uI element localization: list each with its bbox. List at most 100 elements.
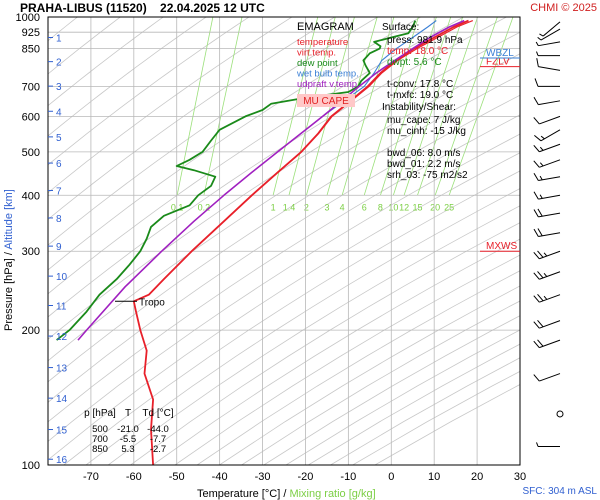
mixing-ratio-tick-label: 0.1 xyxy=(171,202,184,212)
pressure-tick-label: 600 xyxy=(22,111,40,123)
plot-area xyxy=(48,17,520,465)
barb-full xyxy=(534,134,542,142)
stats-cell: -7.7 xyxy=(150,434,166,445)
instability-line: bwd_06: 8.0 m/s xyxy=(387,148,460,159)
mxws-label: MXWS xyxy=(486,241,517,252)
dry-adiabat xyxy=(330,357,520,465)
altitude-tick-label: 9 xyxy=(56,242,62,253)
altitude-tick-label: 2 xyxy=(56,58,62,69)
barb-full xyxy=(537,319,544,328)
mixing-ratio-line xyxy=(380,17,437,196)
barb-staff xyxy=(539,250,561,260)
legend-item: temperature xyxy=(297,37,348,48)
barb-full xyxy=(534,78,539,87)
wind-barb xyxy=(535,41,561,47)
barb-half xyxy=(539,33,544,37)
wind-barb xyxy=(533,271,561,280)
barb-full xyxy=(537,228,543,237)
dry-adiabat xyxy=(48,17,250,166)
barb-full xyxy=(537,250,544,258)
mixing-ratio-line xyxy=(403,17,464,196)
barb-half xyxy=(543,252,548,257)
wbzl-label: WBZL xyxy=(486,48,514,59)
mixing-ratio-line xyxy=(417,17,478,196)
barb-half xyxy=(536,51,539,56)
barb-staff xyxy=(542,21,561,37)
wind-barb xyxy=(534,78,560,87)
series-area xyxy=(56,19,474,465)
temperature-tick-label: 30 xyxy=(514,471,526,483)
stats-cell: -21.0 xyxy=(117,424,139,435)
temperature-tick-label: -50 xyxy=(169,471,185,483)
wind-barb xyxy=(533,97,561,106)
wind-barb xyxy=(533,191,561,200)
barb-full xyxy=(537,271,544,279)
barb-full xyxy=(533,340,540,348)
temperature-tick-label: -40 xyxy=(212,471,228,483)
temperature-tick-label: 0 xyxy=(388,471,394,483)
altitude-tick-label: 14 xyxy=(56,394,68,405)
surface-line: press: 981.9 hPa xyxy=(387,35,463,46)
mu-cape-button: MU CAPE xyxy=(303,96,349,107)
mixing-ratio-line xyxy=(341,17,395,196)
barb-staff xyxy=(538,100,561,106)
mixing-ratio-tick-label: 3 xyxy=(325,202,330,212)
barb-full xyxy=(537,294,544,302)
dry-adiabat xyxy=(48,114,520,423)
barb-staff xyxy=(539,294,561,303)
wind-barb xyxy=(536,442,560,447)
stats-header: T xyxy=(125,408,131,419)
copyright-label: CHMI © 2025 xyxy=(530,2,597,14)
instability-line: bwd_01: 2.2 m/s xyxy=(387,159,460,170)
temperature-tick-label: -70 xyxy=(83,471,99,483)
barb-full xyxy=(533,191,539,200)
barb-half xyxy=(535,41,539,46)
mixing-ratio-tick-label: 25 xyxy=(444,202,454,212)
instability-title: Instability/Shear: xyxy=(382,102,456,113)
x-axis-label: Temperature [°C] / Mixing ratio [g/kg] xyxy=(197,488,376,500)
stats-cell: -44.0 xyxy=(147,424,169,435)
dry-adiabat xyxy=(48,17,379,246)
barb-half xyxy=(543,295,548,300)
barb-staff xyxy=(539,143,561,153)
pressure-tick-label: 1000 xyxy=(16,12,40,24)
temperature-tick-label: 20 xyxy=(471,471,483,483)
instability-line: srh_03: -75 m2/s2 xyxy=(387,170,468,181)
surface-title: Surface: xyxy=(382,22,419,33)
dry-adiabat xyxy=(48,17,336,220)
legend-item: wet bulb temp. xyxy=(296,69,359,80)
barb-full xyxy=(536,58,539,67)
dry-adiabat xyxy=(48,17,508,318)
chart-grid: 0.1 0.2 1 1.4 2 3 4 6 8 10 12 15 20 25 xyxy=(48,16,521,466)
surface-line: t-mxfc: 19.0 °C xyxy=(387,90,453,101)
barb-half xyxy=(540,135,545,140)
mixing-ratio-line xyxy=(448,17,514,196)
stats-cell: 700 xyxy=(92,434,108,445)
dry-adiabat xyxy=(152,238,520,465)
dry-adiabat xyxy=(107,205,520,465)
dry-adiabat xyxy=(241,300,520,465)
sfc-note: SFC: 304 m ASL xyxy=(523,486,598,497)
dry-adiabat xyxy=(48,31,520,340)
barb-half xyxy=(539,175,543,181)
wind-barb xyxy=(533,228,561,238)
pressure-tick-label: 500 xyxy=(22,147,40,159)
mixing-ratio-tick-label: 0.2 xyxy=(198,202,211,212)
mixing-ratio-tick-label: 2 xyxy=(304,202,309,212)
calm-circle xyxy=(556,410,564,418)
altitude-tick-label: 5 xyxy=(56,133,62,144)
mixing-ratio-tick-label: 1.4 xyxy=(283,202,296,212)
mixing-ratio-tick-label: 8 xyxy=(378,202,383,212)
legend-title: EMAGRAM xyxy=(297,21,354,33)
dry-adiabat xyxy=(374,384,520,465)
mixing-ratio-line xyxy=(434,17,498,196)
series-dew-pointline xyxy=(56,20,417,341)
temperature-axis-label: Temperature [°C] / xyxy=(197,488,289,500)
y-axis-label: Pressure [hPa] / Altitude [km] xyxy=(3,189,15,331)
dry-adiabat xyxy=(48,17,164,107)
wind-barb xyxy=(533,208,561,218)
altitude-tick-label: 11 xyxy=(56,302,67,313)
